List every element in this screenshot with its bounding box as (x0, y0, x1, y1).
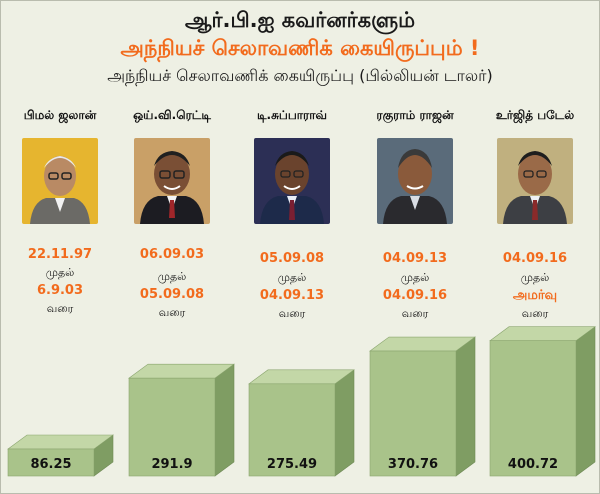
governor-name: ரகுராம் ராஜன் (376, 108, 454, 122)
bar: 275.49 (248, 369, 355, 477)
bar-side (575, 326, 596, 477)
bar-top (369, 336, 476, 352)
term-from-label: முதல் (400, 271, 430, 284)
term-to-label: வரை (278, 307, 306, 320)
governor-portrait (254, 138, 330, 224)
term-end-date: 05.09.08 (139, 287, 205, 302)
term-from-label: முதல் (157, 270, 187, 283)
bar-side (455, 336, 476, 477)
bar-top (7, 434, 114, 450)
bar-value-label: 86.25 (30, 457, 71, 472)
bar-value-label: 291.9 (151, 457, 192, 472)
term-to-label: வரை (521, 307, 549, 320)
term-end-date: 6.9.03 (36, 283, 84, 298)
term-from-label: முதல் (277, 271, 307, 284)
term-start-date: 04.09.13 (382, 251, 448, 266)
term-start-date: 22.11.97 (27, 247, 93, 262)
governor-name: ஒய்.வி.ரெட்டி (133, 108, 211, 122)
bar: 400.72 (489, 326, 596, 477)
term-start-date: 04.09.16 (502, 251, 568, 266)
bar-top (128, 363, 235, 379)
title-line-2: அந்நியச் செலாவணிக் கையிருப்பும் ! (120, 36, 480, 60)
title-line-1: ஆர்.பி.ஐ கவர்னர்களும் (184, 8, 416, 32)
governor-name: பிமல் ஜலான் (23, 108, 97, 122)
bar-front (489, 340, 577, 477)
term-start-date: 06.09.03 (139, 247, 205, 262)
governor-portrait (377, 138, 453, 224)
bar-front (128, 377, 216, 477)
governor-portrait (22, 138, 98, 224)
governor-name: உர்ஜித் படேல் (495, 108, 575, 122)
governor-portrait (134, 138, 210, 224)
bar-value-label: 275.49 (267, 457, 317, 472)
bar: 370.76 (369, 336, 476, 477)
governor-name: டி.சுப்பாராவ் (256, 108, 328, 122)
bar-side (214, 363, 235, 477)
term-from-label: முதல் (45, 266, 75, 279)
bar-top (489, 326, 596, 341)
term-from-label: முதல் (520, 271, 550, 284)
bar: 86.25 (7, 434, 114, 477)
bar-front (369, 350, 457, 477)
bar: 291.9 (128, 363, 235, 477)
bar-value-label: 370.76 (388, 457, 438, 472)
bar-front (7, 448, 95, 477)
chart-subtitle: அந்நியச் செலாவணிக் கையிருப்பு (பில்லியன்… (107, 66, 493, 85)
bar-side (334, 369, 355, 477)
term-to-label: வரை (401, 307, 429, 320)
bar-value-label: 400.72 (508, 457, 558, 472)
term-start-date: 05.09.08 (259, 251, 325, 266)
governor-portrait (497, 138, 573, 224)
term-to-label: வரை (46, 302, 74, 315)
term-end-date: 04.09.13 (259, 288, 325, 303)
term-end-date: 04.09.16 (382, 288, 448, 303)
bar-top (248, 369, 355, 385)
bar-front (248, 383, 336, 477)
term-status: அமர்வு (512, 288, 558, 303)
term-to-label: வரை (158, 306, 186, 319)
